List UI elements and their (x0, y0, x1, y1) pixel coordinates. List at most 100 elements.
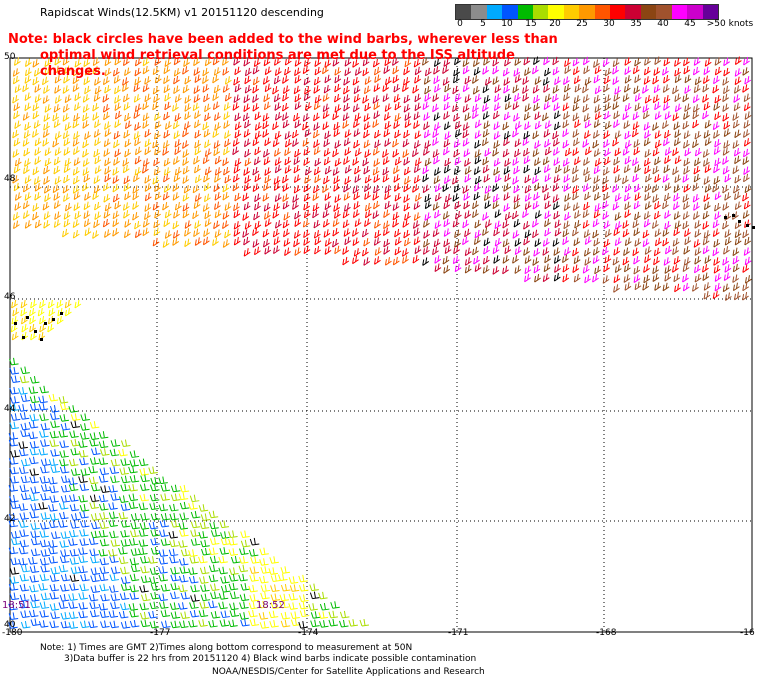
wind-barb (233, 228, 241, 237)
wind-barb (154, 183, 161, 192)
wind-barb (373, 237, 381, 246)
wind-barb (354, 148, 362, 157)
wind-barb (178, 602, 188, 610)
wind-barb (30, 618, 41, 627)
wind-barb (10, 537, 21, 546)
wind-barb (62, 228, 69, 238)
wind-barb (524, 193, 532, 202)
wind-barb (303, 245, 311, 255)
wind-barb (403, 77, 410, 86)
wind-barb (123, 182, 131, 192)
wind-barb (642, 238, 650, 248)
wind-barb (234, 121, 242, 131)
wind-barb (234, 129, 242, 139)
wind-barb (22, 138, 30, 147)
wind-barb (474, 93, 482, 103)
wind-barb (162, 147, 170, 156)
wind-barb (13, 57, 21, 66)
wind-barb (333, 175, 341, 185)
wind-barb (120, 621, 131, 629)
wind-barb (703, 158, 710, 167)
wind-barb (62, 113, 70, 122)
wind-barb (164, 230, 172, 239)
wind-barb (594, 65, 602, 75)
wind-barb (632, 173, 640, 183)
wind-barb (152, 101, 160, 111)
wind-barb (29, 315, 36, 325)
wind-barb (49, 485, 59, 494)
wind-barb (523, 130, 531, 140)
wind-barb (63, 75, 70, 84)
wind-barb (452, 176, 459, 185)
wind-barb (134, 167, 142, 176)
wind-barb (482, 103, 489, 112)
wind-barb (98, 529, 109, 538)
wind-barb (64, 65, 72, 74)
wind-barb (252, 76, 260, 86)
wind-barb (99, 566, 109, 574)
wind-barb (274, 220, 282, 229)
wind-barb (200, 584, 210, 592)
wind-barb (183, 184, 191, 194)
footer-note-1: Note: 1) Times are GMT 2)Times along bot… (40, 643, 413, 653)
wind-barb (722, 220, 729, 230)
wind-barb (472, 246, 479, 256)
wind-barb (144, 211, 151, 220)
wind-barb (63, 193, 70, 202)
wind-barb (314, 94, 322, 104)
wind-barb (18, 546, 29, 555)
wind-barb (614, 86, 622, 95)
wind-barb (423, 239, 430, 248)
wind-barb (572, 66, 580, 76)
wind-barb (574, 156, 581, 166)
wind-barb (234, 158, 242, 167)
wind-barb (364, 76, 372, 85)
wind-barb (403, 94, 411, 104)
wind-barb (120, 483, 130, 492)
wind-barb (130, 521, 140, 530)
wind-barb (433, 75, 441, 85)
legend-swatch (671, 5, 688, 19)
wind-barb (292, 194, 300, 203)
wind-barb (344, 165, 352, 174)
wind-barb (8, 583, 19, 591)
wind-barb (362, 228, 369, 238)
wind-barb (323, 84, 331, 94)
wind-barb (223, 120, 231, 129)
wind-barb (432, 93, 440, 103)
wind-barb (492, 183, 499, 192)
wind-barb (164, 209, 172, 219)
lat-label: 46 (4, 292, 16, 302)
wind-barb (702, 221, 710, 230)
wind-barb (603, 130, 611, 139)
wind-barb (432, 103, 439, 113)
lat-label: 40 (4, 620, 16, 630)
wind-barb (110, 458, 121, 467)
wind-barb (442, 146, 450, 156)
footer-note-2: 3)Data buffer is 22 hrs from 20151120 4)… (64, 654, 477, 664)
wind-barb (372, 147, 380, 156)
wind-barb (140, 555, 150, 564)
wind-barb (38, 620, 49, 628)
wind-barb (552, 194, 560, 203)
wind-barb (112, 175, 120, 184)
wind-barb (54, 56, 62, 66)
wind-barb (19, 512, 29, 520)
wind-barb (293, 174, 301, 184)
wind-barb (544, 228, 552, 237)
wind-barb (244, 175, 252, 184)
wind-barb (353, 248, 361, 257)
wind-barb (542, 238, 550, 247)
wind-barb (324, 74, 332, 84)
wind-barb (393, 174, 401, 183)
wind-barb (24, 67, 32, 77)
wind-barb (219, 547, 229, 555)
wind-barb (129, 459, 139, 467)
wind-barb (252, 94, 259, 103)
wind-barb (634, 183, 641, 193)
wind-barb (99, 557, 110, 566)
wind-barb (260, 584, 271, 592)
wind-barb (140, 593, 151, 602)
wind-barb (644, 201, 652, 210)
wind-barb (50, 531, 61, 539)
